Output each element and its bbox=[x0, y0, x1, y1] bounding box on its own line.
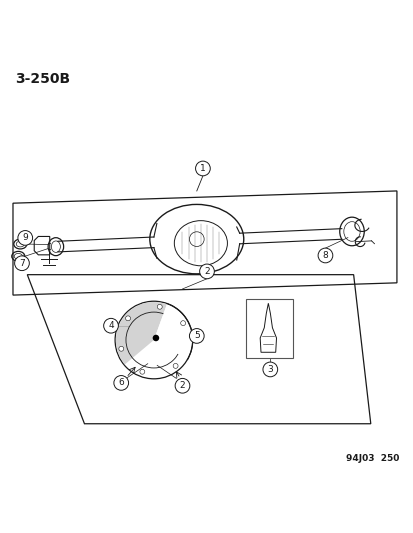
Circle shape bbox=[317, 248, 332, 263]
Text: 7: 7 bbox=[19, 259, 25, 268]
Text: 5: 5 bbox=[193, 332, 199, 341]
Circle shape bbox=[18, 231, 33, 245]
Text: 8: 8 bbox=[322, 251, 328, 260]
Circle shape bbox=[180, 321, 185, 326]
Text: 6: 6 bbox=[118, 378, 124, 387]
Circle shape bbox=[103, 318, 118, 333]
Text: 94J03  250: 94J03 250 bbox=[345, 454, 398, 463]
Text: 3: 3 bbox=[267, 365, 273, 374]
Circle shape bbox=[195, 161, 210, 176]
Wedge shape bbox=[116, 302, 166, 365]
Circle shape bbox=[157, 304, 162, 309]
Circle shape bbox=[119, 346, 123, 351]
Text: 9: 9 bbox=[22, 233, 28, 243]
Circle shape bbox=[173, 364, 178, 368]
Text: 1: 1 bbox=[199, 164, 205, 173]
Circle shape bbox=[189, 328, 204, 343]
Text: 2: 2 bbox=[179, 381, 185, 390]
Circle shape bbox=[152, 335, 159, 341]
Circle shape bbox=[262, 362, 277, 377]
Circle shape bbox=[175, 378, 190, 393]
Circle shape bbox=[125, 316, 130, 321]
Circle shape bbox=[140, 369, 145, 374]
Text: 4: 4 bbox=[108, 321, 114, 330]
Text: 2: 2 bbox=[204, 267, 209, 276]
Text: 3-250B: 3-250B bbox=[15, 72, 70, 86]
Circle shape bbox=[14, 256, 29, 271]
Circle shape bbox=[199, 264, 214, 279]
Circle shape bbox=[114, 376, 128, 390]
Wedge shape bbox=[154, 304, 192, 359]
